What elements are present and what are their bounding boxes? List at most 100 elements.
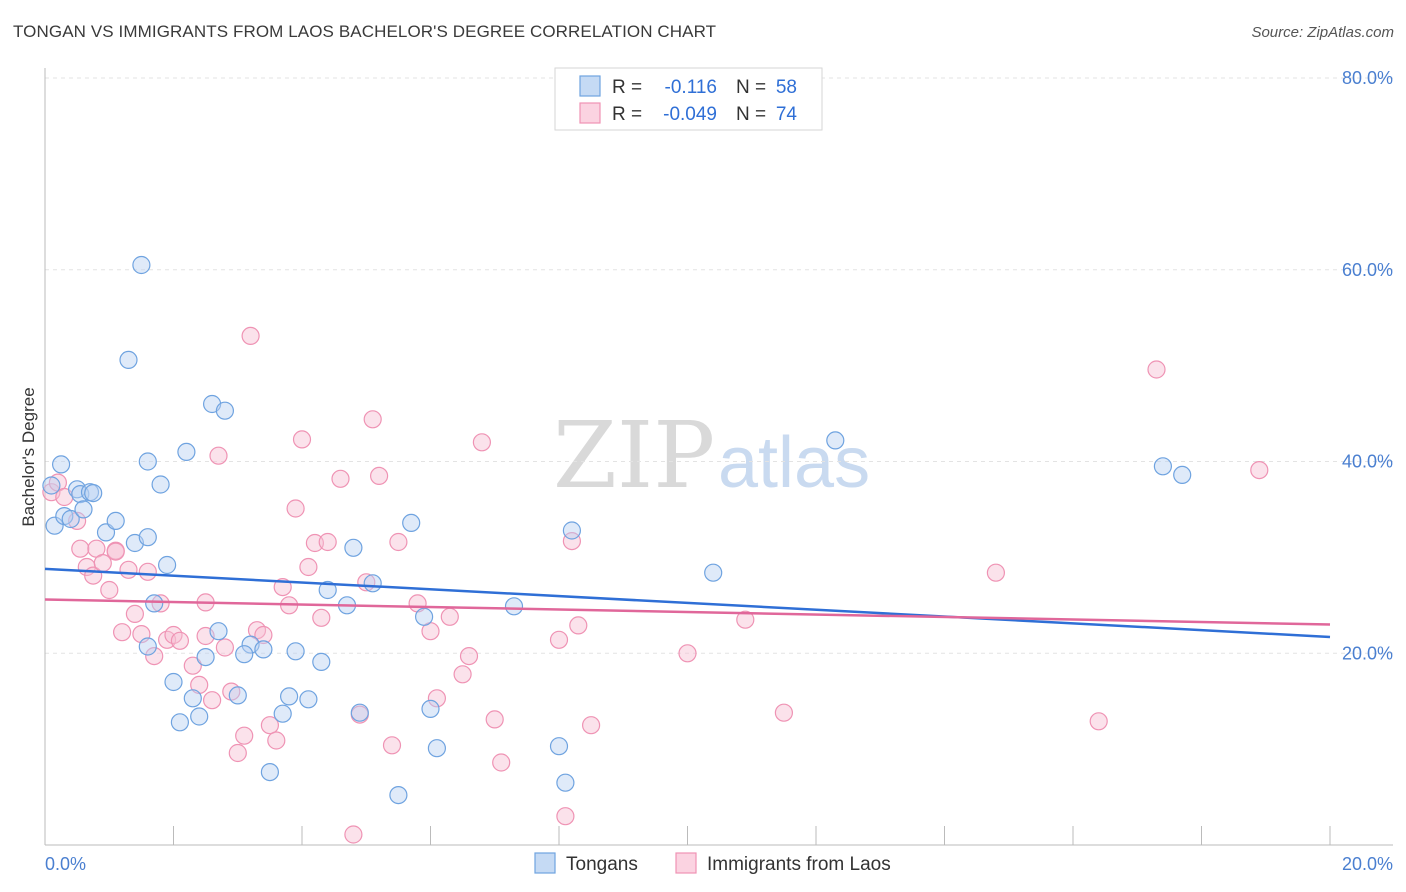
tongans-point <box>170 713 189 732</box>
tongans-point <box>286 642 305 661</box>
x-tick-marks <box>44 826 1331 845</box>
tongans-trend-line <box>44 567 1331 639</box>
tongans-point <box>350 703 369 722</box>
tongans-point <box>138 637 157 656</box>
tongans-point <box>51 455 71 474</box>
tongans-point <box>42 476 61 495</box>
legend-r-label-2: R = <box>612 104 642 125</box>
laos-point <box>459 646 479 666</box>
series-legend-swatch-tongans <box>534 852 556 874</box>
watermark-atlas: atlas <box>718 423 870 503</box>
tongans-point <box>318 580 337 600</box>
gridlines <box>45 77 1393 654</box>
laos-point <box>299 557 318 577</box>
laos-point <box>151 594 170 613</box>
source-credit: Source: ZipAtlas.com <box>1251 24 1394 41</box>
tongans-point <box>84 484 103 503</box>
tongans-point <box>260 762 279 782</box>
laos-point <box>209 446 228 465</box>
tongans-point <box>344 538 363 557</box>
legend-r-value-2: -0.049 <box>663 104 717 125</box>
tongans-point <box>280 687 299 706</box>
series-laos-points <box>42 326 1269 844</box>
laos-point <box>145 646 164 666</box>
x-tick-label-max: 20.0% <box>1342 854 1393 874</box>
legend-n-label-1: N = <box>736 77 766 98</box>
laos-point <box>774 703 794 722</box>
y-axis-label: Bachelor's Degree <box>19 387 38 526</box>
legend-swatch-laos <box>579 102 601 124</box>
laos-point <box>485 710 504 729</box>
tongans-point <box>138 528 157 547</box>
tongans-point <box>826 431 845 450</box>
tongans-point <box>177 442 196 461</box>
tongans-point <box>151 475 170 494</box>
tongans-point <box>549 737 569 756</box>
axes <box>44 68 1393 846</box>
laos-point <box>344 825 363 844</box>
legend-n-label-2: N = <box>736 104 766 125</box>
legend-n-value-1: 58 <box>776 77 797 98</box>
laos-trend-line <box>44 598 1331 626</box>
tongans-point <box>389 785 408 805</box>
x-tick-label-min: 0.0% <box>45 854 86 874</box>
tongans-point <box>415 607 434 626</box>
tongans-point <box>132 255 151 275</box>
tongans-point <box>74 500 93 519</box>
laos-point <box>363 410 382 429</box>
laos-point <box>112 623 132 642</box>
tongans-point <box>209 622 228 641</box>
y-tick-label-20: 20.0% <box>1342 643 1393 663</box>
laos-point <box>215 638 234 657</box>
laos-point <box>389 532 408 552</box>
laos-point <box>1250 461 1269 480</box>
laos-point <box>71 539 90 558</box>
laos-point <box>170 631 189 650</box>
tongans-point <box>427 739 446 758</box>
laos-point <box>427 689 446 708</box>
stats-legend: R = -0.116 N = 58 R = -0.049 N = 74 <box>554 67 823 131</box>
laos-point <box>581 716 601 735</box>
tongans-point <box>183 689 202 708</box>
chart-title: TONGAN VS IMMIGRANTS FROM LAOS BACHELOR'… <box>13 22 717 41</box>
tongans-point <box>1173 465 1192 484</box>
laos-point <box>370 466 389 485</box>
tongans-point <box>363 574 382 593</box>
series-tongans-points <box>42 255 1192 805</box>
tongans-point <box>164 672 183 692</box>
y-tick-labels: 20.0% 40.0% 60.0% 80.0% <box>1342 68 1393 663</box>
tongans-point <box>190 707 209 726</box>
laos-point <box>1089 712 1108 731</box>
laos-point <box>492 753 511 772</box>
laos-point <box>235 726 254 745</box>
laos-point <box>678 644 697 663</box>
laos-point <box>241 326 260 345</box>
laos-point <box>472 433 491 452</box>
tongans-point <box>273 704 292 723</box>
tongans-point <box>138 452 157 471</box>
legend-r-value-1: -0.116 <box>665 77 717 98</box>
laos-point <box>100 580 119 600</box>
tongans-point <box>504 597 524 616</box>
tongans-point <box>312 652 331 672</box>
laos-point <box>254 625 273 645</box>
trend-lines <box>44 567 1331 639</box>
laos-point <box>267 731 286 750</box>
y-tick-label-80: 80.0% <box>1342 68 1393 88</box>
laos-point <box>736 610 755 629</box>
y-tick-label-40: 40.0% <box>1342 452 1393 472</box>
laos-point <box>106 542 125 561</box>
laos-point <box>453 665 472 684</box>
laos-point <box>312 608 331 627</box>
laos-point <box>138 562 157 581</box>
tongans-point <box>704 563 723 582</box>
tongans-point <box>228 686 247 705</box>
tongans-point <box>556 773 575 792</box>
laos-point <box>183 656 202 675</box>
legend-n-value-2: 74 <box>776 104 798 125</box>
laos-point <box>119 560 138 579</box>
legend-r-label-1: R = <box>612 77 642 98</box>
tongans-point <box>562 521 582 540</box>
legend-swatch-tongans <box>579 75 601 97</box>
